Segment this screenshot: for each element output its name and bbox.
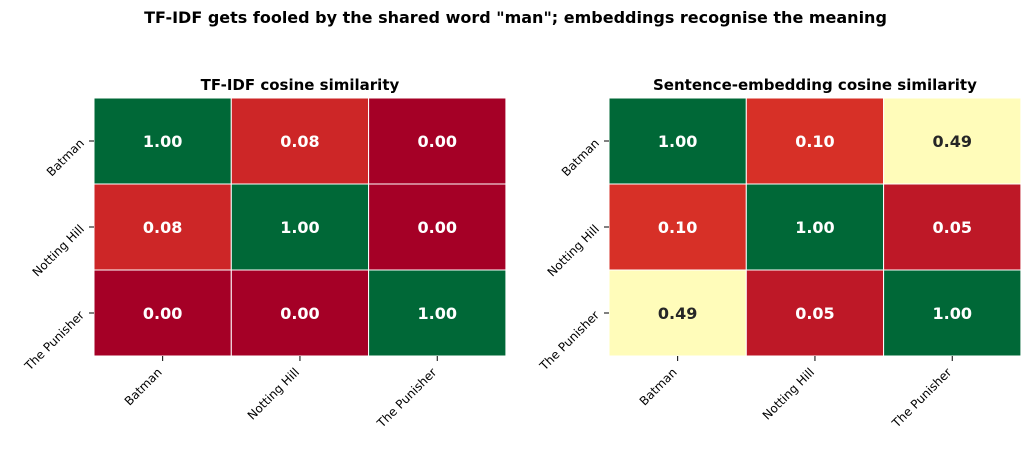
- heatmap-panel-2: Sentence-embedding cosine similarity 1.00…: [536, 76, 1022, 431]
- x-tick-label: Notting Hill: [245, 365, 302, 422]
- y-tick-label: The Punisher: [536, 308, 602, 374]
- cell-value-label: 1.00: [933, 304, 972, 323]
- heatmap-cell: [745, 269, 885, 357]
- cell-value-label: 0.08: [143, 218, 182, 237]
- x-tick-label: Notting Hill: [760, 365, 817, 422]
- heatmap-cell: [368, 97, 507, 185]
- heatmap-cell: [230, 269, 370, 357]
- x-tick-label: The Punisher: [374, 365, 440, 431]
- cell-value-label: 1.00: [143, 132, 182, 151]
- x-tick-label: The Punisher: [889, 365, 955, 431]
- cell-value-label: 0.08: [280, 132, 319, 151]
- cell-value-label: 0.49: [658, 304, 697, 323]
- x-tick-label: Batman: [122, 365, 165, 408]
- y-tick-label: Batman: [559, 136, 602, 179]
- x-tick-label: Batman: [637, 365, 680, 408]
- y-tick-label: Batman: [44, 136, 87, 179]
- panel-title: Sentence-embedding cosine similarity: [653, 76, 977, 94]
- y-tick-label: The Punisher: [21, 308, 87, 374]
- heatmap-cell: [230, 183, 370, 271]
- cell-value-label: 1.00: [658, 132, 697, 151]
- heatmap-cell: [93, 183, 232, 271]
- cell-value-label: 1.00: [795, 218, 834, 237]
- cell-value-label: 0.10: [795, 132, 834, 151]
- cell-value-label: 0.05: [933, 218, 972, 237]
- heatmap-cell: [93, 269, 232, 357]
- y-tick-label: Notting Hill: [30, 222, 87, 279]
- cell-value-label: 0.00: [280, 304, 319, 323]
- heatmap-cell: [608, 97, 747, 185]
- heatmap-cell: [608, 183, 747, 271]
- cell-value-label: 1.00: [418, 304, 457, 323]
- y-tick-label: Notting Hill: [545, 222, 602, 279]
- heatmap-cell: [883, 97, 1022, 185]
- panel-title: TF-IDF cosine similarity: [201, 76, 400, 94]
- cell-value-label: 0.05: [795, 304, 834, 323]
- cell-value-label: 0.00: [418, 218, 457, 237]
- cell-value-label: 1.00: [280, 218, 319, 237]
- cell-value-label: 0.49: [933, 132, 972, 151]
- heatmap-cell: [368, 269, 507, 357]
- heatmap-cell: [883, 269, 1022, 357]
- heatmap-cell: [883, 183, 1022, 271]
- cell-value-label: 0.00: [418, 132, 457, 151]
- heatmap-cell: [368, 183, 507, 271]
- cell-value-label: 0.10: [658, 218, 697, 237]
- heatmap-panel-1: TF-IDF cosine similarity 1.00 0.08 0.00 0.08…: [21, 76, 507, 431]
- figure-title: TF-IDF gets fooled by the shared word "m…: [144, 8, 887, 27]
- heatmap-cell: [745, 97, 885, 185]
- cell-value-label: 0.00: [143, 304, 182, 323]
